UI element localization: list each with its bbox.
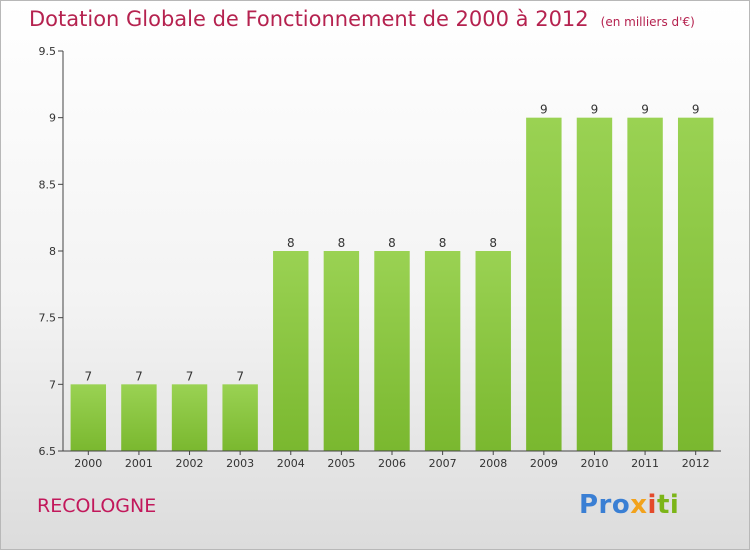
bar: [424, 251, 461, 451]
bar: [374, 251, 410, 451]
bar: [273, 251, 309, 451]
x-tick-label: 2008: [479, 457, 507, 470]
x-tick-label: 2002: [176, 457, 204, 470]
y-tick-label: 7: [49, 378, 56, 391]
x-tick-label: 2007: [429, 457, 457, 470]
y-tick-label: 8.5: [39, 178, 57, 191]
logo-part: i: [647, 490, 657, 520]
y-tick-label: 8: [49, 245, 56, 258]
bar-value-label: 8: [287, 236, 295, 250]
logo-part: Pro: [579, 490, 631, 520]
chart-title: Dotation Globale de Fonctionnement de 20…: [29, 7, 695, 31]
bar-value-label: 8: [338, 236, 346, 250]
bars-layer: 7 7 7 7 8 8 8 8 8 9 9 9 9: [70, 103, 714, 452]
bar-value-label: 7: [186, 369, 194, 383]
chart-title-text: Dotation Globale de Fonctionnement de 20…: [29, 7, 589, 31]
axes-layer: 2000 2001 2002 2003 2004 2005 2006 2007 2008 2009…: [39, 45, 721, 470]
bar-value-label: 9: [641, 103, 649, 117]
bar-value-label: 7: [236, 369, 244, 383]
bar-value-label: 7: [135, 369, 143, 383]
proxiti-logo: Proxiti: [579, 490, 679, 520]
bar: [171, 384, 208, 451]
bar: [70, 384, 107, 451]
x-tick-label: 2009: [530, 457, 558, 470]
bar-value-label: 8: [489, 236, 497, 250]
commune-name: RECOLOGNE: [37, 495, 157, 517]
bar: [526, 117, 562, 452]
bar-value-label: 9: [591, 103, 599, 117]
bar: [576, 117, 613, 452]
x-tick-label: 2004: [277, 457, 305, 470]
y-tick-label: 9: [49, 112, 56, 125]
bar: [323, 251, 360, 451]
bar: [677, 117, 714, 452]
bar-value-label: 8: [388, 236, 396, 250]
bar-value-label: 9: [540, 103, 548, 117]
x-tick-label: 2003: [226, 457, 254, 470]
bar: [627, 117, 663, 452]
x-tick-label: 2001: [125, 457, 153, 470]
x-tick-label: 2005: [327, 457, 355, 470]
x-tick-label: 2011: [631, 457, 659, 470]
y-tick-label: 7.5: [39, 312, 57, 325]
chart-unit: (en milliers d'€): [600, 15, 695, 29]
bar: [121, 384, 157, 451]
logo-part: ti: [656, 490, 680, 520]
x-tick-label: 2006: [378, 457, 406, 470]
y-tick-label: 9.5: [39, 45, 57, 58]
x-tick-label: 2010: [580, 457, 608, 470]
bar-value-label: 8: [439, 236, 447, 250]
bar-value-label: 9: [692, 103, 700, 117]
logo-part: x: [630, 490, 648, 520]
bar-value-label: 7: [84, 369, 92, 383]
bar: [475, 251, 511, 451]
x-tick-label: 2000: [74, 457, 102, 470]
bar: [222, 384, 258, 451]
y-tick-label: 6.5: [39, 445, 57, 458]
x-tick-label: 2012: [682, 457, 710, 470]
